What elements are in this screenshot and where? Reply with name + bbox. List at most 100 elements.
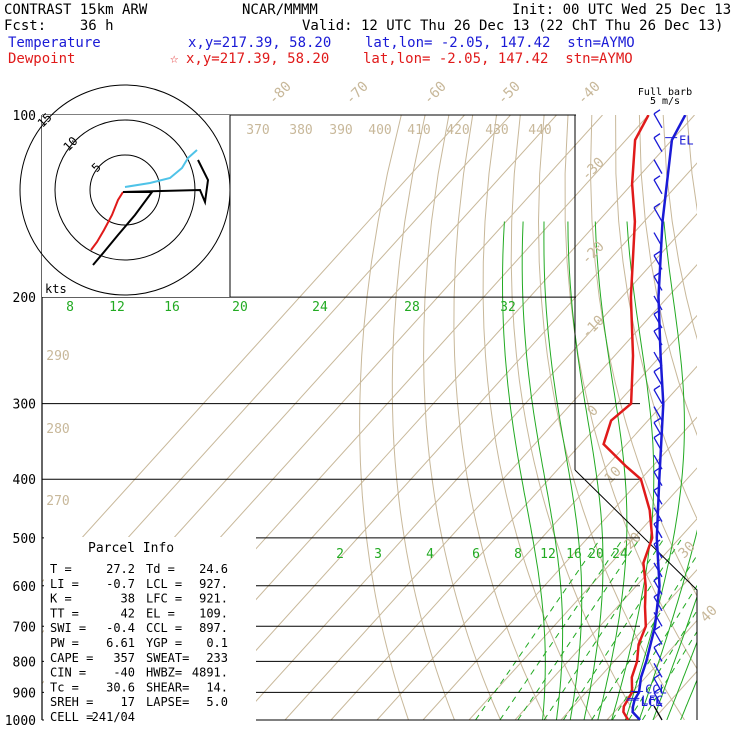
moist-adiabat-line (543, 221, 583, 720)
isotherm-label: -60 (421, 79, 450, 108)
parcel-info-value: 0.1 (206, 636, 228, 650)
wind-barb-flag (653, 271, 661, 278)
parcel-info-value: 233 (206, 651, 228, 665)
theta-label: 270 (46, 494, 69, 509)
wind-barb-staff (653, 330, 663, 346)
right-border-lower (574, 469, 698, 720)
wind-barb-flag (653, 539, 661, 545)
mixing-ratio-label: 3 (374, 547, 382, 562)
level-marker-label: EL (679, 134, 693, 148)
theta-label: 290 (46, 349, 69, 364)
parcel-info-value: 30.6 (106, 680, 135, 694)
mixing-ratio-label: 16 (164, 300, 180, 315)
parcel-info-value: 4891. (192, 666, 228, 680)
parcel-info-label: Td = (146, 562, 175, 576)
temperature-info: x,y=217.39, 58.20 lat,lon= -2.05, 147.42… (188, 35, 635, 51)
mixing-ratio-line (475, 537, 602, 720)
parcel-info-value: 927. (199, 577, 228, 591)
wind-barb-staff (653, 662, 663, 678)
theta-label: 420 (446, 123, 469, 138)
parcel-info-value: -0.4 (106, 621, 135, 635)
mixing-ratio-label: 12 (540, 547, 556, 562)
theta-label: 400 (368, 123, 391, 138)
isotherm-label: -40 (575, 79, 604, 108)
theta-label: 390 (329, 123, 352, 138)
hodograph-trace-lower (90, 191, 124, 251)
wind-barb-flag (653, 485, 661, 491)
moist-adiabat-line (521, 221, 564, 720)
dry-adiabat-line (359, 115, 409, 720)
dewpoint-marker: ☆ (170, 51, 179, 67)
isotherm-line (606, 619, 697, 720)
parcel-info-label: HWBZ= (146, 666, 182, 680)
mixing-ratio-label: 32 (500, 300, 516, 315)
parcel-info-label: CAPE = (50, 651, 93, 665)
pressure-label: 200 (13, 291, 36, 306)
parcel-info-label: CELL = (50, 710, 93, 724)
mixing-ratio-label: 2 (336, 547, 344, 562)
theta-label: 380 (289, 123, 312, 138)
wind-barb-staff (653, 179, 663, 195)
theta-label: 370 (246, 123, 269, 138)
theta-label: 410 (407, 123, 430, 138)
wind-barb-flag (653, 687, 661, 694)
mixing-ratio-label: 12 (109, 300, 125, 315)
parcel-info-value: -0.7 (106, 577, 135, 591)
mixing-ratio-label: 6 (472, 547, 480, 562)
init-time: Init: 00 UTC Wed 25 Dec 13 (512, 2, 732, 18)
wind-barb-staff (653, 692, 663, 707)
model-title: CONTRAST 15km ARW (4, 2, 148, 18)
wind-barb-flag (653, 673, 661, 679)
parcel-info-label: SWEAT= (146, 651, 189, 665)
pressure-label: 1000 (5, 714, 36, 729)
temperature-line (631, 115, 687, 720)
wind-barb-staff (653, 159, 663, 174)
pressure-label: 500 (13, 532, 36, 547)
wind-barb-staff (653, 389, 663, 404)
moist-adiabat-line (594, 221, 628, 720)
wind-barb-staff (653, 137, 663, 153)
wind-barb-staff (653, 454, 663, 470)
wind-barb-flag (653, 309, 661, 315)
pressure-label: 600 (13, 580, 36, 595)
valid-time: Valid: 12 UTC Thu 26 Dec 13 (22 ChT Thu … (302, 18, 724, 34)
parcel-info-value: 109. (199, 606, 228, 620)
parcel-info-label: T = (50, 562, 72, 576)
mixing-ratio-label: 20 (588, 547, 604, 562)
wind-barb-flag (653, 175, 661, 181)
pressure-label: 800 (13, 655, 36, 670)
isotherm-label: -70 (343, 79, 372, 108)
dry-adiabat-line (423, 115, 501, 720)
wind-barb-staff (653, 630, 663, 645)
isotherm-line (468, 467, 697, 720)
parcel-info-label: Tc = (50, 680, 79, 694)
dry-adiabat-line (564, 115, 697, 670)
pressure-label: 900 (13, 686, 36, 701)
mixing-ratio-label: 16 (566, 547, 582, 562)
parcel-info-label: EL = (146, 606, 175, 620)
hodograph-trace-top (124, 149, 198, 188)
wind-barb-staff (653, 611, 663, 627)
theta-label: 430 (485, 123, 508, 138)
wind-scale-units: 5 m/s (650, 96, 680, 107)
mixing-ratio-label: 24 (312, 300, 328, 315)
level-marker-label: CCL (645, 682, 667, 696)
wind-barb-flag (653, 133, 661, 139)
mixing-ratio-line (591, 554, 697, 720)
temperature-legend: Temperature (8, 35, 101, 51)
isotherm-line (42, 115, 465, 583)
dry-adiabat-line (711, 115, 740, 720)
isotherm-line (699, 115, 740, 720)
dry-adiabat-line (686, 115, 697, 212)
wind-barb-staff (653, 207, 663, 222)
pressure-label: 100 (13, 109, 36, 124)
wind-barb-staff (653, 313, 663, 329)
wind-barb-flag (653, 109, 661, 115)
wind-barb-flag (653, 433, 661, 439)
mixing-ratio-label: 8 (66, 300, 74, 315)
parcel-info-label: CCL = (146, 621, 182, 635)
wind-barb-staff (653, 507, 663, 522)
hodograph-ring (89, 154, 161, 226)
parcel-info-value: 27.2 (106, 562, 135, 576)
